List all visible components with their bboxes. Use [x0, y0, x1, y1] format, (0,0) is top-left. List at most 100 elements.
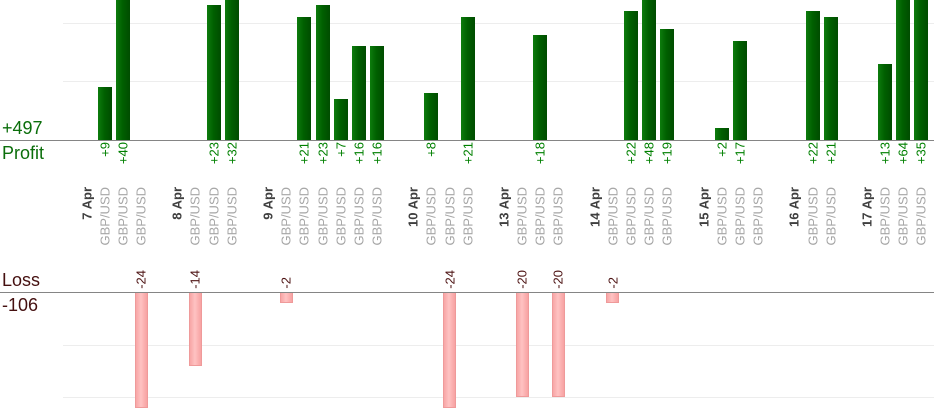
date-label: 9 Apr: [260, 187, 276, 220]
loss-bar: [551, 293, 565, 397]
date-label: 13 Apr: [496, 187, 512, 227]
pair-label: GBP/USD: [750, 187, 766, 246]
pair-label: GBP/USD: [315, 187, 331, 246]
profit-bar: [914, 0, 929, 140]
pair-label: GBP/USD: [423, 187, 439, 246]
profit-value-labels: +9 +40 +23 +32 +21 +23 +7 +16 +16 +8 +21 +18 +22 +48 +…: [0, 142, 934, 186]
profit-value-label: +22: [623, 142, 639, 165]
pair-label: GBP/USD: [224, 187, 240, 246]
profit-bar: [460, 17, 475, 140]
loss-total-label: -106: [2, 295, 39, 315]
profit-value-label: +16: [369, 142, 385, 165]
profit-bar: [224, 0, 239, 140]
profit-value-label: +13: [877, 142, 893, 165]
profit-value-label: +40: [115, 142, 131, 165]
pair-label: GBP/USD: [877, 187, 893, 246]
profit-bar: [642, 0, 657, 140]
loss-bar: [188, 293, 202, 366]
date-label: 16 Apr: [786, 187, 802, 227]
date-label: 7 Apr: [79, 187, 95, 220]
pair-label: GBP/USD: [133, 187, 149, 246]
profit-series-label: Profit: [2, 143, 45, 163]
loss-value-label: -24: [442, 270, 458, 289]
profit-bar: [333, 99, 348, 140]
profit-gridline-10: [63, 81, 934, 82]
profit-value-label: +35: [913, 142, 929, 165]
profit-total-label: +497: [2, 118, 43, 138]
pair-label: GBP/USD: [659, 187, 675, 246]
profit-value-label: +21: [823, 142, 839, 165]
profit-value-label: +17: [732, 142, 748, 165]
profit-bar: [369, 46, 384, 140]
profit-bar: [424, 93, 439, 140]
profit-gridline-20: [63, 23, 934, 24]
loss-axis-line: [0, 292, 934, 293]
pair-label: GBP/USD: [913, 187, 929, 246]
profit-value-label: +23: [206, 142, 222, 165]
pair-label: GBP/USD: [460, 187, 476, 246]
profit-bar: [732, 40, 747, 140]
loss-value-label: -20: [550, 270, 566, 289]
profit-value-label: +21: [460, 142, 476, 165]
profit-bar: [297, 17, 312, 140]
profit-value-label: +64: [895, 142, 911, 165]
pair-label: GBP/USD: [187, 187, 203, 246]
loss-value-label: -2: [605, 277, 621, 289]
pair-label: GBP/USD: [514, 187, 530, 246]
profit-bar: [533, 34, 548, 140]
loss-value-label: -24: [133, 270, 149, 289]
profit-bar: [315, 5, 330, 140]
profit-value-label: +16: [351, 142, 367, 165]
profit-bar: [206, 5, 221, 140]
loss-value-label: -2: [278, 277, 294, 289]
profit-value-label: +23: [315, 142, 331, 165]
date-label: 17 Apr: [859, 187, 875, 227]
profit-bar: [115, 0, 130, 140]
date-label: 10 Apr: [405, 187, 421, 227]
profit-value-label: +32: [224, 142, 240, 165]
profit-bar: [351, 46, 366, 140]
pair-label: GBP/USD: [623, 187, 639, 246]
profit-bar: [805, 11, 820, 140]
loss-bar: [443, 293, 457, 408]
pair-label: GBP/USD: [823, 187, 839, 246]
loss-plot-area: [0, 293, 934, 420]
profit-value-label: +21: [296, 142, 312, 165]
pair-label: GBP/USD: [97, 187, 113, 246]
profit-bar: [660, 28, 675, 140]
loss-value-label: -20: [514, 270, 530, 289]
profit-bar: [823, 17, 838, 140]
category-labels: 7 Apr GBP/USD GBP/USD GBP/USD 8 Apr GBP/USD GB…: [0, 187, 934, 257]
profit-value-label: +22: [805, 142, 821, 165]
profit-axis-line: [0, 140, 934, 141]
loss-gridline-20: [63, 397, 934, 398]
pair-label: GBP/USD: [532, 187, 548, 246]
loss-value-label: -14: [187, 270, 203, 289]
pair-label: GBP/USD: [732, 187, 748, 246]
loss-bar: [279, 293, 293, 304]
pair-label: GBP/USD: [296, 187, 312, 246]
profit-value-label: +7: [333, 142, 349, 157]
pair-label: GBP/USD: [333, 187, 349, 246]
date-label: 8 Apr: [169, 187, 185, 220]
profit-bar: [97, 87, 112, 140]
profit-value-label: +8: [423, 142, 439, 157]
pair-label: GBP/USD: [605, 187, 621, 246]
profit-value-label: +48: [641, 142, 657, 165]
pair-label: GBP/USD: [641, 187, 657, 246]
profit-bar: [896, 0, 911, 140]
loss-bar: [606, 293, 620, 304]
pair-label: GBP/USD: [895, 187, 911, 246]
pair-label: GBP/USD: [442, 187, 458, 246]
profit-bar: [624, 11, 639, 140]
date-label: 15 Apr: [696, 187, 712, 227]
profit-value-label: +18: [532, 142, 548, 165]
loss-value-labels: -24 -14 -2 -24 -20 -20 -2: [0, 258, 934, 289]
loss-gridline-10: [63, 345, 934, 346]
pair-label: GBP/USD: [805, 187, 821, 246]
pair-label: GBP/USD: [206, 187, 222, 246]
pair-label: GBP/USD: [714, 187, 730, 246]
profit-value-label: +19: [659, 142, 675, 165]
date-label: 14 Apr: [587, 187, 603, 227]
